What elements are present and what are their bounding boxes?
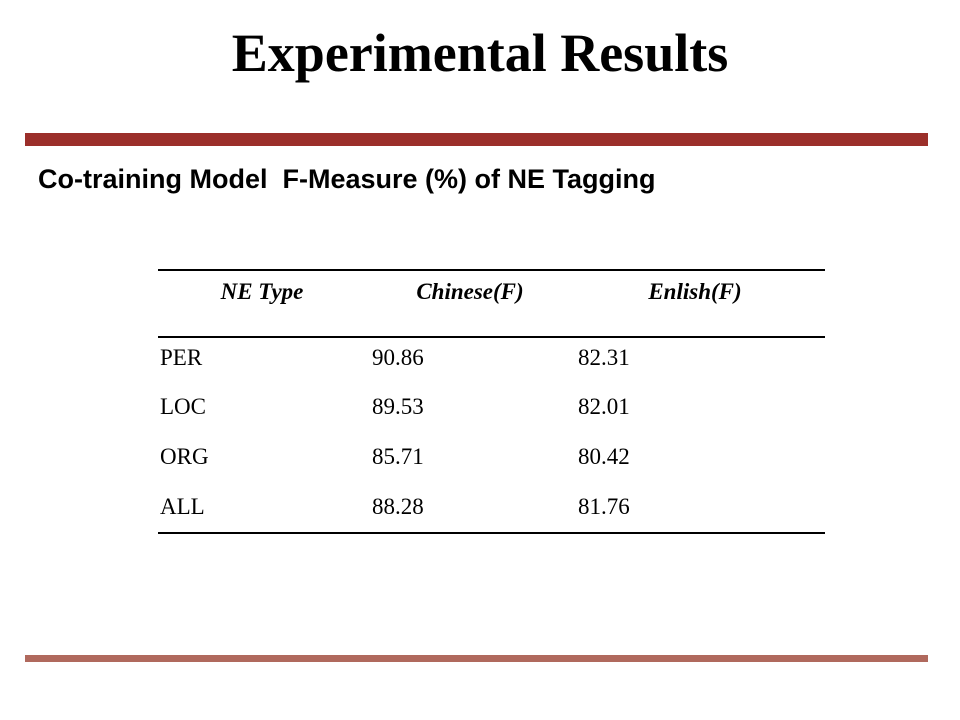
table-cell: 82.31: [578, 345, 630, 370]
table-cell: ALL: [160, 494, 205, 519]
table-bottom-rule: [158, 532, 825, 534]
column-header: Enlish(F): [648, 279, 742, 304]
bottom-bar: [25, 655, 928, 662]
table-cell: PER: [160, 345, 203, 370]
table-cell: 82.01: [578, 394, 630, 419]
table-cell: 89.53: [372, 394, 424, 419]
subtitle: Co-training Model F-Measure (%) of NE Ta…: [38, 164, 656, 194]
table-cell: ORG: [160, 444, 209, 469]
table-cell: 88.28: [372, 494, 424, 519]
column-header: NE Type: [220, 279, 304, 304]
table-cell: LOC: [160, 394, 206, 419]
table-cell: 81.76: [578, 494, 630, 519]
slide-title: Experimental Results: [231, 23, 729, 83]
top-bar: [25, 133, 928, 146]
table-header-rule: [158, 336, 825, 338]
table-cell: 85.71: [372, 444, 424, 469]
column-header: Chinese(F): [416, 279, 524, 304]
table-cell: 80.42: [578, 444, 630, 469]
table-cell: 90.86: [372, 345, 424, 370]
table-top-rule: [158, 269, 825, 271]
